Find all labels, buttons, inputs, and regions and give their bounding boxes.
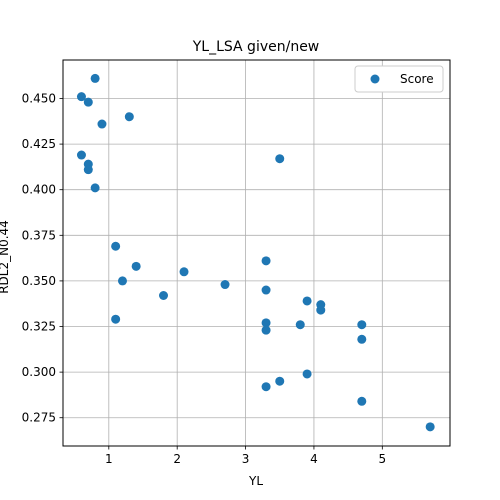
data-point bbox=[124, 112, 134, 122]
data-point bbox=[261, 382, 271, 392]
y-tick-label: 0.375 bbox=[22, 228, 56, 242]
x-axis-label: YL bbox=[248, 474, 263, 488]
data-point bbox=[357, 320, 367, 330]
x-tick-label: 5 bbox=[378, 452, 386, 466]
data-point bbox=[275, 154, 285, 164]
data-point bbox=[131, 261, 141, 271]
legend: Score bbox=[354, 65, 444, 93]
legend-box bbox=[354, 65, 444, 93]
y-tick-label: 0.450 bbox=[22, 91, 56, 105]
data-point bbox=[220, 280, 230, 290]
data-point bbox=[159, 291, 169, 301]
data-point bbox=[90, 73, 100, 83]
data-point bbox=[425, 422, 435, 432]
y-tick-label: 0.275 bbox=[22, 411, 56, 425]
ticks: 1 2 3 4 5 0.275 0.300 0.325 0.350 0.375 0.400 0.425… bbox=[22, 91, 386, 466]
data-point bbox=[275, 376, 285, 386]
chart-title: YL_LSA given/new bbox=[192, 39, 320, 55]
x-tick-label: 3 bbox=[242, 452, 250, 466]
data-point bbox=[261, 318, 271, 328]
data-point bbox=[357, 334, 367, 344]
y-tick-label: 0.325 bbox=[22, 320, 56, 334]
y-tick-label: 0.300 bbox=[22, 365, 56, 379]
data-point bbox=[83, 97, 93, 107]
y-tick-label: 0.350 bbox=[22, 274, 56, 288]
plot-frame bbox=[62, 59, 451, 447]
plot-area bbox=[63, 60, 450, 446]
data-point bbox=[302, 369, 312, 379]
grid bbox=[63, 60, 450, 446]
x-tick-label: 2 bbox=[173, 452, 181, 466]
data-point bbox=[179, 267, 189, 277]
data-point bbox=[261, 285, 271, 295]
data-point bbox=[111, 241, 121, 251]
data-point bbox=[97, 119, 107, 129]
data-point bbox=[316, 305, 326, 315]
x-tick-label: 1 bbox=[105, 452, 113, 466]
data-point bbox=[83, 165, 93, 175]
data-point bbox=[111, 314, 121, 324]
data-point bbox=[90, 183, 100, 193]
y-tick-label: 0.400 bbox=[22, 183, 56, 197]
x-tick-label: 4 bbox=[310, 452, 318, 466]
data-point bbox=[302, 296, 312, 306]
data-point bbox=[261, 325, 271, 335]
data-point bbox=[295, 320, 305, 330]
y-axis-label: RDL2_N0.44 bbox=[0, 220, 11, 294]
data-point bbox=[76, 92, 86, 102]
data-point bbox=[117, 276, 127, 286]
data-points bbox=[76, 73, 435, 432]
data-point bbox=[261, 256, 271, 266]
legend-marker bbox=[370, 74, 380, 84]
y-tick-label: 0.425 bbox=[22, 137, 56, 151]
data-point bbox=[76, 150, 86, 160]
legend-label: Score bbox=[400, 72, 434, 86]
data-point bbox=[357, 396, 367, 406]
